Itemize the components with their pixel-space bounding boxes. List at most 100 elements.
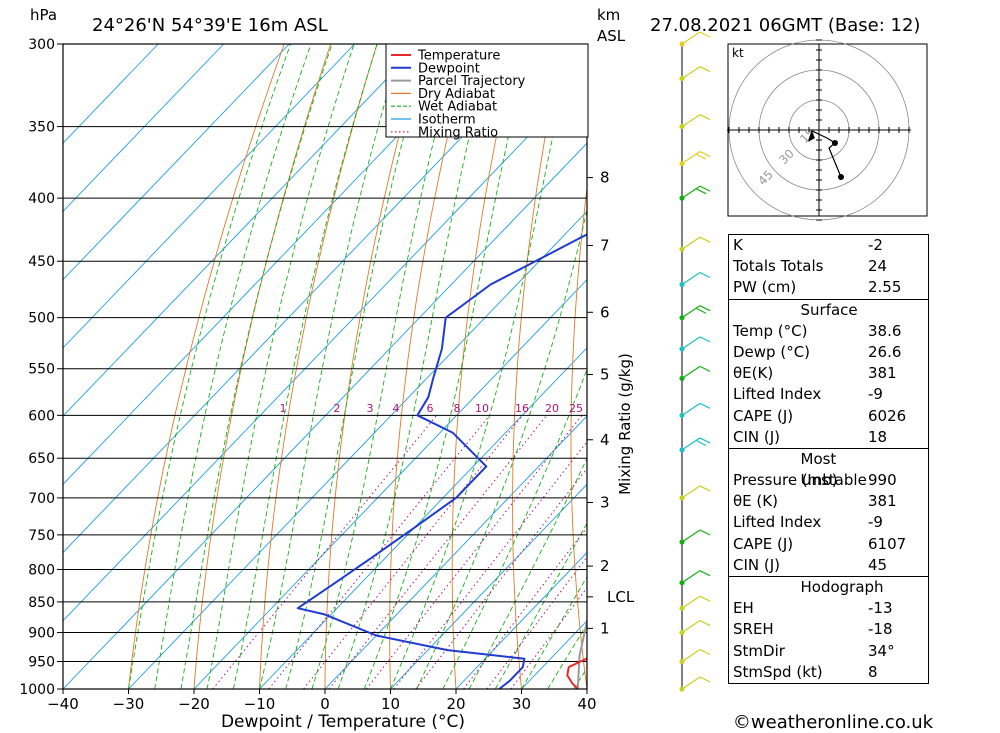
wet-adiabat-line	[128, 44, 292, 689]
height-label: 6	[600, 303, 610, 321]
x-tick-label: −30	[113, 695, 145, 713]
wind-barb	[681, 570, 711, 584]
pressure-tick-label: 550	[28, 362, 55, 378]
isotherm-line	[390, 483, 587, 689]
wet-adiabat-line	[416, 207, 587, 689]
hodo-eh: EH -13	[733, 599, 893, 618]
pressure-tick-label: 650	[28, 451, 55, 467]
height-label: 5	[600, 366, 610, 384]
hodo-stmdir: StmDir 34°	[733, 641, 895, 660]
wind-barb-flag	[699, 595, 711, 602]
dry-adiabat-line	[934, 44, 1000, 689]
pressure-tick-label: 900	[28, 626, 55, 642]
credit-text: ©weatheronline.co.uk	[733, 712, 934, 733]
x-tick-label: 40	[577, 695, 596, 713]
dry-adiabat-line	[128, 44, 285, 689]
wind-barb	[681, 305, 711, 319]
height-unit-km: km	[597, 6, 620, 24]
isotherm-line	[63, 44, 356, 349]
wet-adiabat-line	[259, 44, 403, 689]
wind-barb-profile	[679, 31, 711, 692]
mixing-ratio-line	[366, 414, 583, 689]
mixing-ratio-label: 3	[367, 402, 374, 415]
surface-dewp: Dewp (°C) 26.6	[733, 342, 902, 361]
wind-barb-staff	[681, 570, 701, 584]
wet-adiabat-line	[311, 44, 460, 689]
legend-entry: Isotherm	[418, 113, 476, 128]
mixing-ratio-labels: 1 2 3 4 6 8 10 16 20 25	[280, 402, 584, 415]
index-pw: PW (cm) 2.55	[733, 278, 902, 297]
wind-barb-flag	[699, 66, 711, 73]
location-title: 24°26'N 54°39'E 16m ASL	[92, 15, 328, 36]
pressure-tick-label: 400	[28, 191, 55, 207]
axis-labels: 3003504004505005506006507007508008509009…	[19, 37, 634, 713]
wind-barb-flag	[699, 402, 711, 409]
isotherm-line	[63, 44, 290, 281]
height-label: 1	[600, 619, 610, 637]
mixing-ratio-line	[393, 441, 587, 689]
wind-barb-staff	[681, 185, 701, 199]
isotherm-line	[63, 142, 587, 689]
wind-barb	[681, 620, 711, 634]
wind-barb	[681, 236, 711, 250]
mixing-ratio-label: 20	[545, 402, 559, 415]
mixing-ratio-line	[510, 586, 587, 689]
wind-barb-flag	[695, 153, 707, 160]
wind-barb-staff	[681, 114, 701, 128]
wet-adiabat-line	[521, 575, 587, 689]
height-label: 8	[600, 169, 610, 187]
pressure-tick-label: 700	[28, 491, 55, 507]
wind-barb-flag	[699, 437, 711, 444]
wet-adiabat-line	[468, 457, 587, 689]
x-tick-label: −10	[244, 695, 276, 713]
mixing-ratio-label: 25	[569, 402, 583, 415]
wind-barb-flag	[695, 188, 707, 195]
pressure-tick-label: 800	[28, 562, 55, 578]
wind-barb-flag	[699, 185, 711, 192]
wind-barb-staff	[681, 31, 701, 45]
index-totals: Totals Totals 24	[733, 257, 888, 276]
indices-table: K -2 Totals Totals 24 PW (cm) 2.55 Surface …	[728, 234, 929, 684]
x-tick-label: 0	[320, 695, 330, 713]
isotherm-line	[63, 44, 421, 417]
height-label: 3	[600, 493, 610, 511]
mixing-ratio-line	[463, 526, 587, 689]
wind-barb	[681, 648, 711, 663]
surface-cin: CIN (J) 18	[733, 427, 888, 446]
wet-adiabat-line	[442, 367, 587, 689]
wind-barb-staff	[681, 485, 701, 499]
wind-barb-staff	[681, 305, 701, 319]
wind-barb	[681, 336, 711, 350]
wind-barb-flag	[699, 236, 711, 243]
mixing-ratio-label: 1	[280, 402, 287, 415]
height-label: 4	[600, 431, 610, 449]
mixing-ratio-label: 10	[475, 402, 489, 415]
surface-temp: Temp (°C) 38.6	[733, 321, 902, 340]
wind-barb	[681, 271, 711, 286]
surface-cape: CAPE (J) 6026	[733, 406, 907, 425]
hodo-sreh: SREH -18	[733, 620, 893, 639]
wind-barb-flag	[699, 570, 711, 577]
index-k: K -2	[733, 236, 883, 254]
hodograph-storm-arrow	[808, 132, 815, 142]
x-tick-label: 30	[512, 695, 531, 713]
wind-barb-staff	[681, 336, 701, 350]
wind-barb-flag	[699, 336, 711, 343]
pressure-tick-label: 500	[28, 311, 55, 327]
wind-barb	[681, 485, 711, 499]
wind-barb-staff	[681, 649, 701, 663]
wind-barb-staff	[681, 437, 701, 451]
pressure-tick-label: 300	[28, 37, 55, 53]
mu-cin: CIN (J) 45	[733, 555, 888, 574]
hodograph-header: Hodograph	[729, 576, 928, 598]
wind-barb-flag	[699, 676, 711, 683]
mixing-ratio-label: 6	[427, 402, 434, 415]
mixing-ratio-label: 2	[334, 402, 341, 415]
height-label: 2	[600, 557, 610, 575]
legend-entry: Wet Adiabat	[418, 100, 497, 115]
wind-barb-flag	[699, 114, 711, 121]
series-dewpoint	[296, 233, 587, 689]
wind-barb-flag	[699, 485, 711, 492]
